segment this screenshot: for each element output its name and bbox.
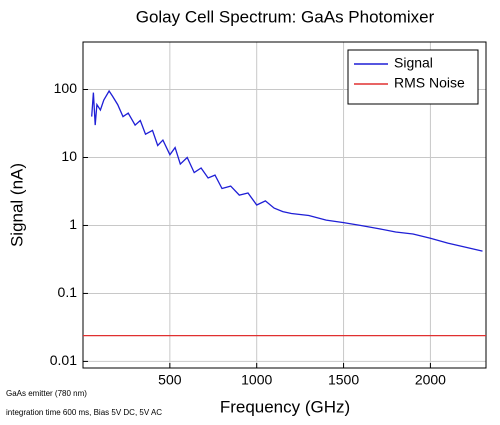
plot-frame [82, 41, 487, 369]
x-axis-label: Frequency (GHz) [220, 397, 350, 416]
annotation: GaAs emitter (780 nm) [6, 389, 87, 398]
y-tick-label: 0.01 [50, 352, 77, 368]
x-tick-label: 2000 [415, 372, 446, 388]
y-tick-label: 0.1 [58, 284, 78, 300]
chart-title: Golay Cell Spectrum: GaAs Photomixer [136, 7, 435, 26]
x-tick-label: 500 [158, 372, 182, 388]
legend-label: RMS Noise [394, 75, 465, 91]
x-tick-label: 1500 [328, 372, 359, 388]
y-tick-label: 100 [54, 80, 78, 96]
y-tick-label: 1 [69, 216, 77, 232]
line-series [91, 89, 483, 252]
x-tick-label: 1000 [241, 372, 272, 388]
y-tick-label: 10 [61, 148, 77, 164]
y-axis-label: Signal (nA) [7, 163, 26, 247]
legend-box [347, 49, 479, 105]
annotation: integration time 600 ms, Bias 5V DC, 5V … [6, 408, 162, 417]
legend-label: Signal [394, 55, 433, 71]
